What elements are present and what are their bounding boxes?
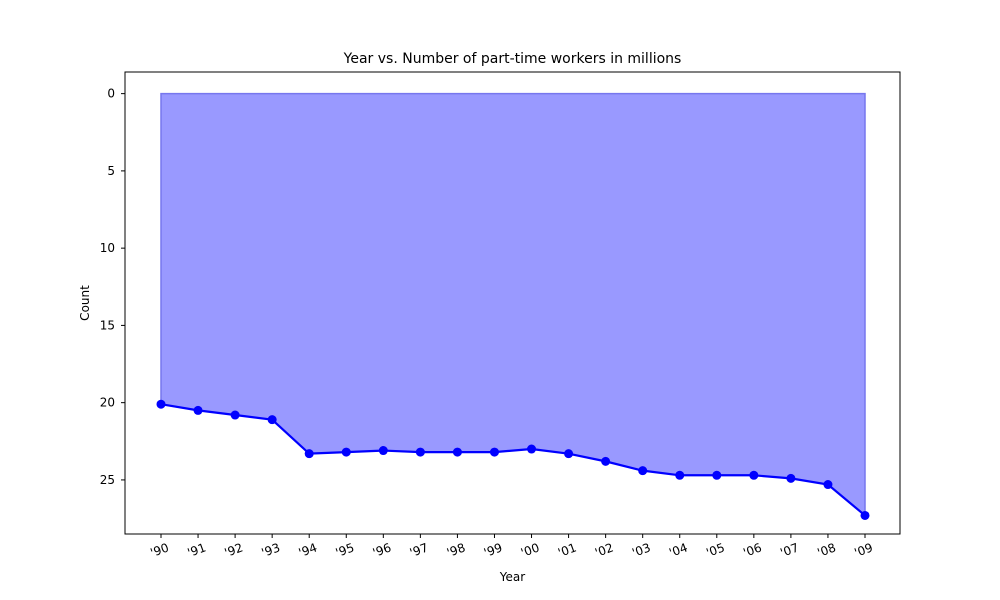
x-tick-label: '98 [445,540,467,560]
y-tick-label: 0 [107,87,115,101]
x-tick-label: '90 [149,540,171,560]
y-axis-label: Count [78,285,92,321]
data-point [452,447,462,457]
y-tick-label: 10 [100,241,115,255]
data-point [489,447,499,457]
series-line [160,403,866,517]
x-tick-label: '95 [334,540,356,560]
data-point [267,415,277,425]
x-tick-label: '08 [815,540,837,560]
x-tick-label: '96 [371,540,393,560]
data-point [230,410,240,420]
y-axis: 0 5 10 15 20 25 [100,87,125,487]
data-point [415,447,425,457]
data-point [564,449,574,459]
x-tick-label: '92 [223,540,245,560]
x-tick-label: '00 [519,540,541,560]
data-point [860,510,870,520]
x-tick-label: '05 [704,540,726,560]
y-tick-label: 25 [100,473,115,487]
data-point [712,470,722,480]
x-axis: '90 '91 '92 '93 '94 '95 '96 '97 '98 '99 '00 '01 '02 '… [149,534,875,560]
y-tick-label: 5 [107,164,115,178]
x-tick-label: '99 [482,540,504,560]
data-point [304,449,314,459]
data-point [786,473,796,483]
data-point [156,399,166,409]
x-tick-label: '97 [408,540,430,560]
data-point [601,456,611,466]
x-tick-label: '06 [741,540,763,560]
data-point [527,444,537,454]
x-tick-label: '03 [630,540,652,560]
x-tick-label: '93 [260,540,282,560]
data-point [638,466,648,476]
x-tick-label: '01 [556,540,578,560]
x-tick-label: '04 [667,540,689,560]
x-tick-label: '07 [778,540,800,560]
y-tick-label: 20 [100,396,115,410]
x-tick-label: '91 [186,540,208,560]
plot-frame [124,71,901,535]
data-point [675,470,685,480]
data-point [823,480,833,490]
x-tick-label: '02 [593,540,615,560]
x-axis-label: Year [499,570,525,584]
data-point [341,447,351,457]
data-point [193,405,203,415]
y-tick-label: 15 [100,318,115,332]
chart-title: Year vs. Number of part-time workers in … [343,51,682,67]
x-tick-label: '09 [853,540,875,560]
data-point [378,446,388,456]
plot-area [156,92,870,520]
x-tick-label: '94 [297,540,319,560]
data-point [749,470,759,480]
